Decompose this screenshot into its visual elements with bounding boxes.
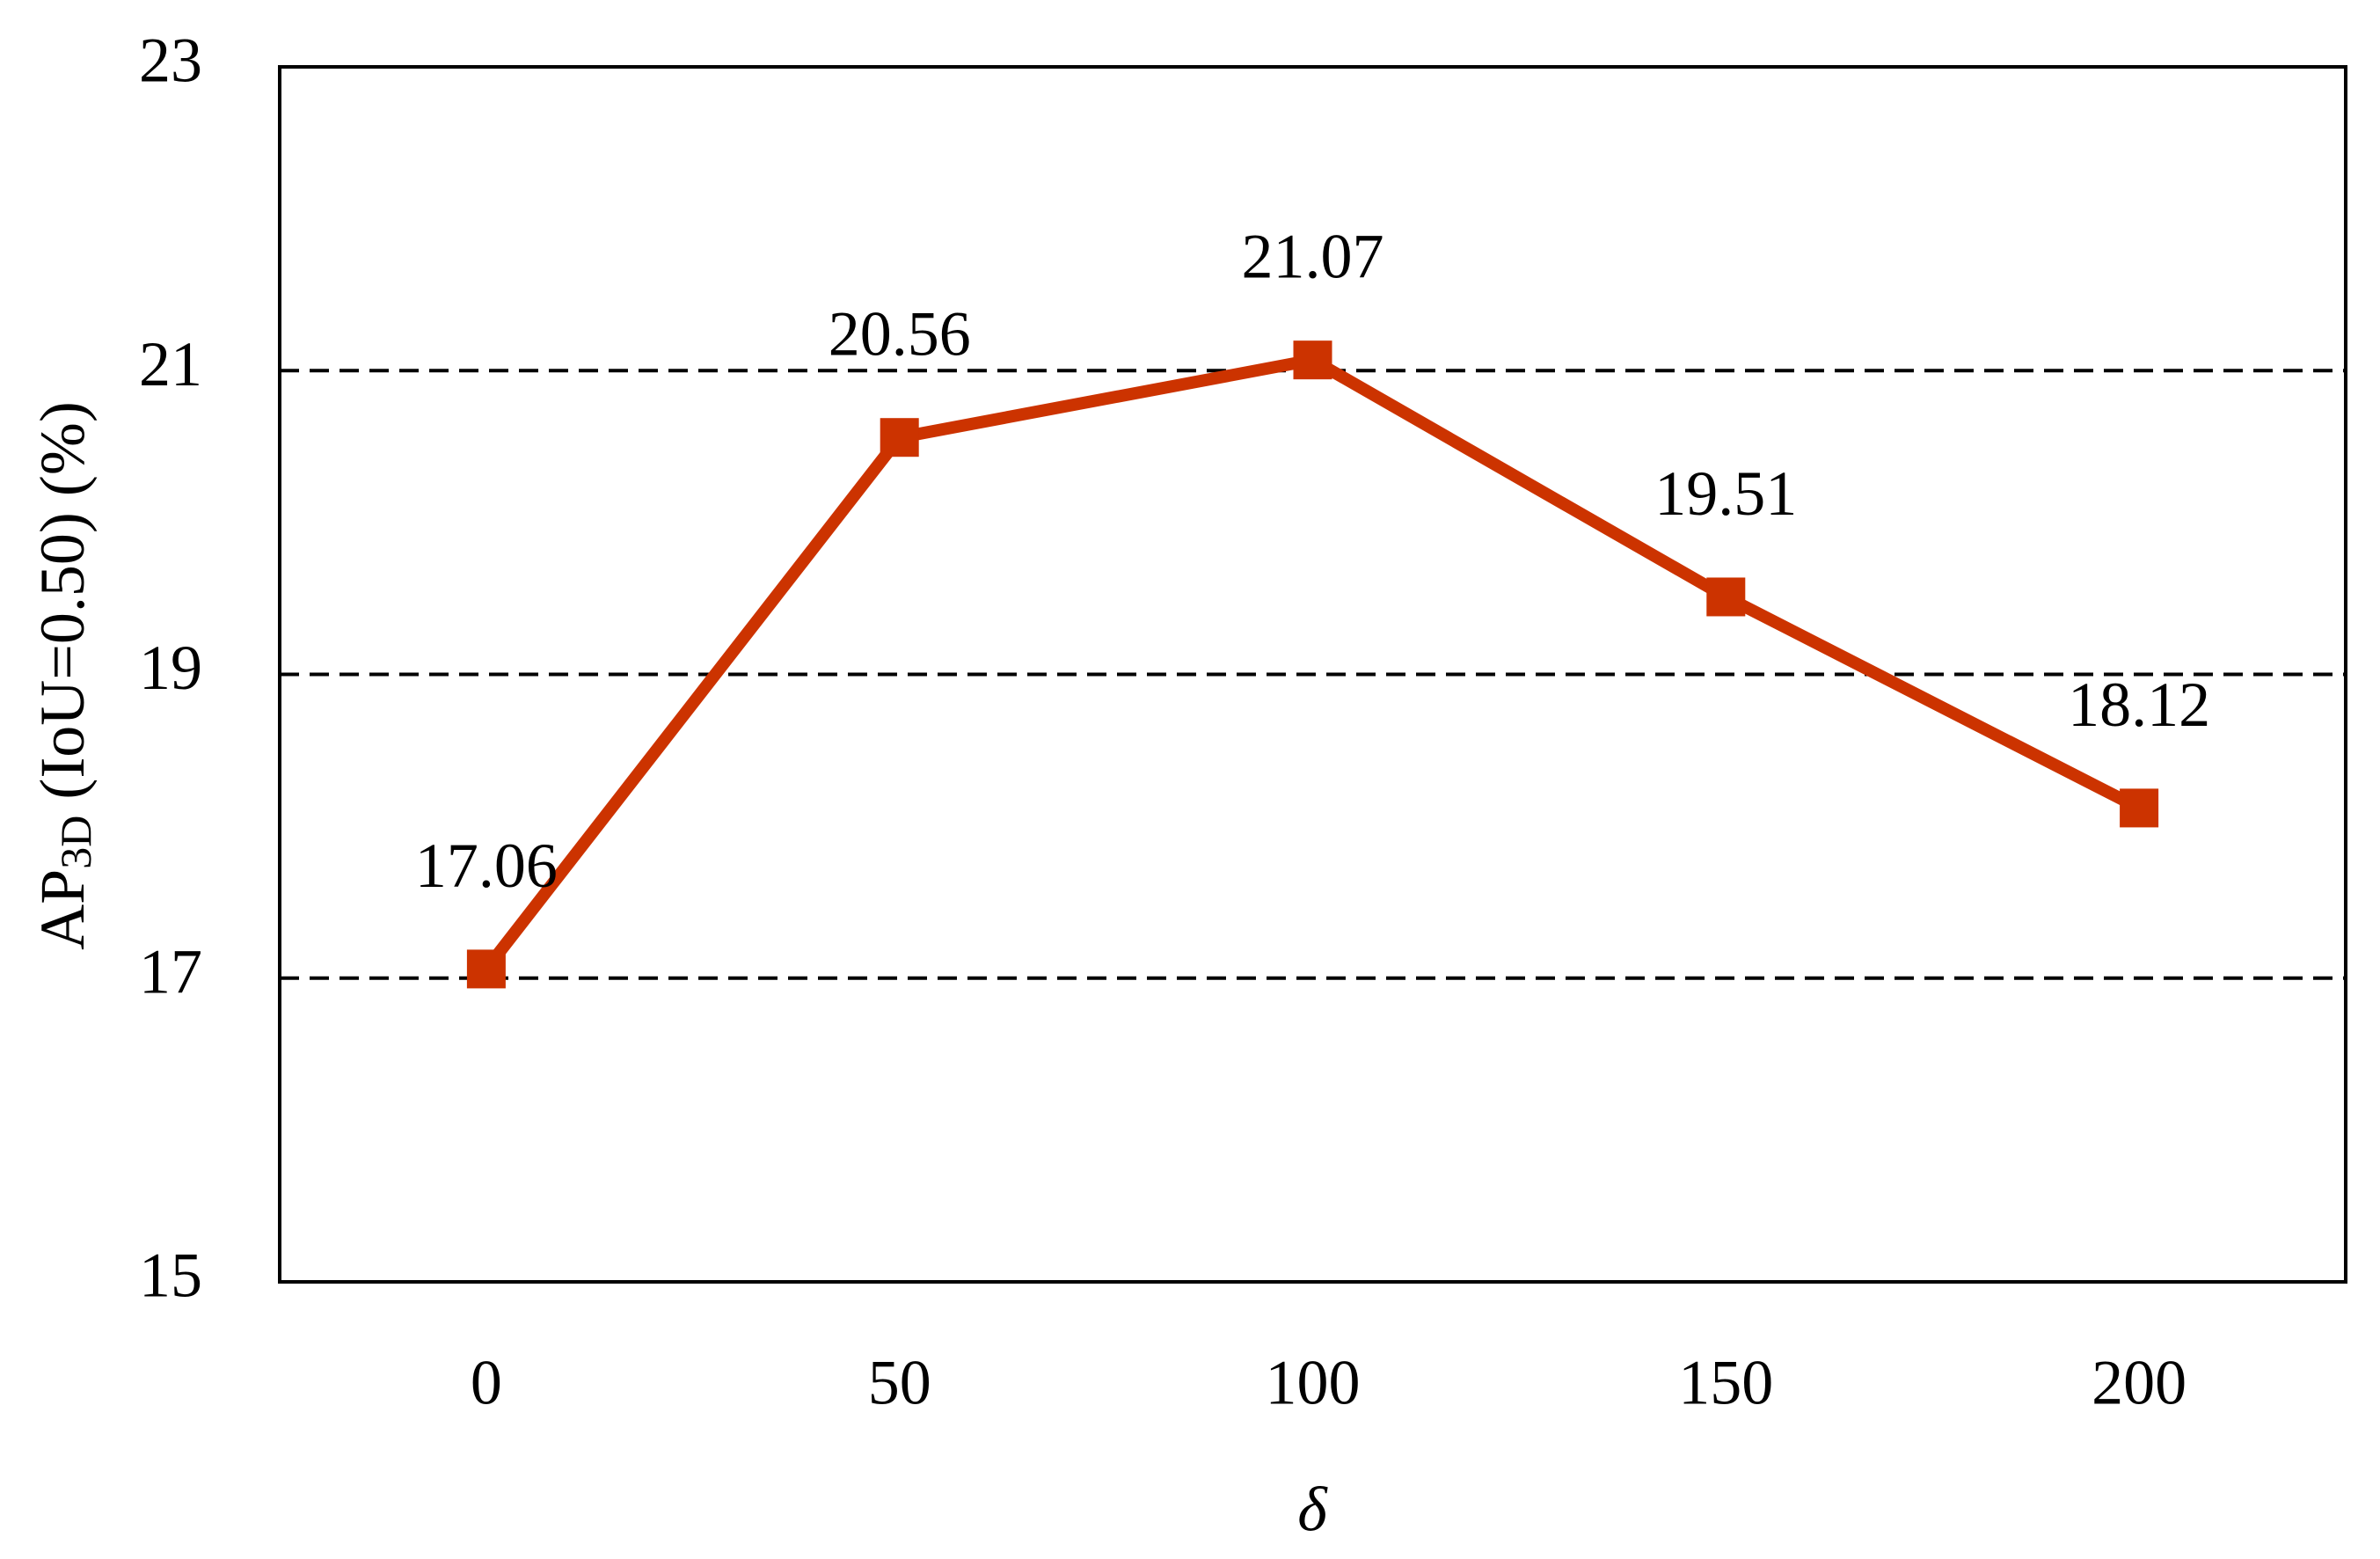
x-tick-label: 0	[471, 1348, 502, 1418]
line	[481, 354, 2143, 973]
x-tick-label: 150	[1678, 1348, 1773, 1418]
y-tick-label: 15	[139, 1241, 202, 1311]
x-tick-label: 100	[1266, 1348, 1361, 1418]
data-label: 20.56	[829, 299, 971, 370]
x-tick-label: 50	[868, 1348, 931, 1418]
marker	[1706, 577, 1746, 617]
y-label-main: AP	[27, 869, 98, 950]
plot-frame	[278, 65, 2347, 1284]
y-label-sub: 3D	[51, 816, 100, 869]
marker	[466, 949, 506, 989]
marker	[2120, 788, 2159, 828]
y-label-rest: (IoU=0.50) (%)	[27, 401, 98, 815]
x-tick-label: 200	[2092, 1348, 2187, 1418]
x-axis-label: δ	[1297, 1475, 1328, 1545]
data-label: 21.07	[1242, 222, 1384, 292]
marker	[880, 418, 919, 457]
y-tick-label: 23	[139, 26, 202, 96]
data-label: 18.12	[2068, 670, 2210, 740]
data-label: 19.51	[1654, 458, 1797, 529]
y-tick-label: 21	[139, 329, 202, 399]
marker	[1293, 340, 1332, 380]
y-tick-label: 17	[139, 936, 202, 1006]
y-tick-label: 19	[139, 633, 202, 703]
y-axis-label: AP3D (IoU=0.50) (%)	[27, 401, 101, 950]
data-label: 17.06	[415, 831, 558, 901]
